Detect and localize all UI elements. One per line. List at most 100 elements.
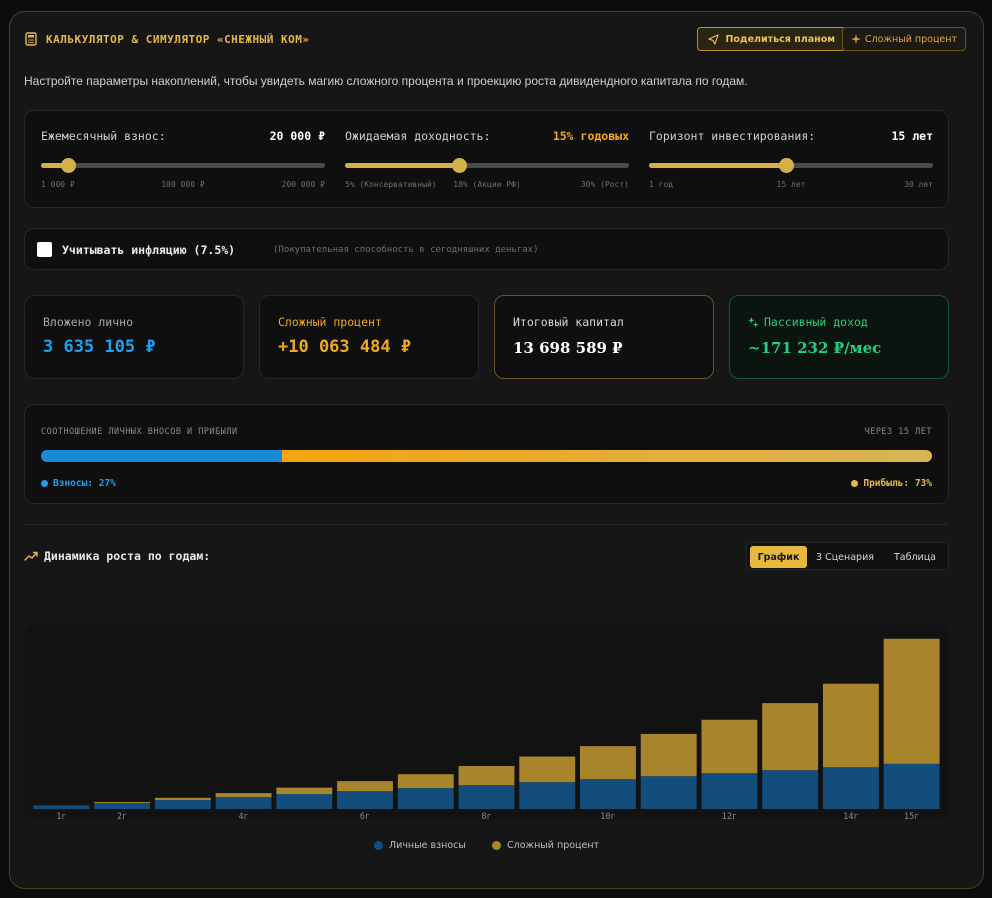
sparkle-icon	[850, 34, 861, 44]
slider-thumb[interactable]	[451, 158, 467, 173]
page-description: Настройте параметры накоплений, чтобы ув…	[24, 74, 748, 88]
calculator-icon	[25, 32, 37, 46]
trending-up-icon	[24, 551, 38, 561]
legend-dot	[851, 480, 859, 487]
x-tick-label: 14г	[843, 812, 858, 819]
stat-value: 3 635 105 ₽	[43, 337, 156, 357]
tab-table[interactable]: Таблица	[893, 551, 937, 563]
x-tick-label: 12г	[722, 812, 737, 819]
bar-contributions	[397, 788, 454, 809]
page-title: КАЛЬКУЛЯТОР & СИМУЛЯТОР «СНЕЖНЫЙ КОМ»	[46, 32, 310, 46]
bar-contributions	[458, 785, 515, 809]
tick-mid: 18% (Акции РФ)	[453, 180, 521, 189]
chart-legend-compound: Сложный процент	[492, 840, 599, 851]
x-tick-label: 4г	[238, 812, 248, 819]
x-tick-label: 8г	[481, 812, 491, 819]
sparkle-icon	[748, 316, 759, 328]
stat-label: Итоговый капитал	[513, 315, 624, 329]
bar-compound	[215, 793, 272, 798]
slider-track[interactable]	[345, 158, 629, 173]
bar-compound	[94, 802, 151, 804]
inflation-checkbox[interactable]	[37, 242, 52, 257]
stat-invested: Вложено лично 3 635 105 ₽	[24, 295, 244, 379]
stat-label: Вложено лично	[43, 315, 134, 329]
slider-value: 15 лет	[891, 129, 933, 143]
bar-contributions	[33, 806, 90, 809]
x-tick-label: 10г	[600, 812, 615, 819]
share-plan-button[interactable]: Поделиться планом	[697, 27, 846, 51]
bar-contributions	[580, 779, 636, 809]
x-tick-label: 6г	[360, 812, 370, 819]
ratio-legend-profit: Прибыль: 73%	[851, 478, 932, 489]
bar-contributions	[762, 770, 819, 809]
ratio-bar-profit	[281, 450, 932, 462]
dynamics-title: Динамика роста по годам:	[44, 549, 211, 563]
slider-fill	[649, 163, 787, 168]
slider-fill	[345, 163, 459, 168]
tab-chart[interactable]: График	[750, 546, 807, 568]
slider-label: Горизонт инвестирования:	[649, 129, 816, 143]
tick-min: 5% (Консервативный)	[345, 180, 437, 189]
bar-compound	[337, 781, 393, 792]
tick-min: 1 год	[649, 180, 674, 189]
stat-label: Пассивный доход	[764, 315, 868, 329]
slider-thumb[interactable]	[779, 158, 795, 173]
ratio-title: СООТНОШЕНИЕ ЛИЧНЫХ ВНОСОВ И ПРИБЫЛИ	[41, 427, 238, 437]
slider-track[interactable]	[41, 158, 325, 173]
legend-dot	[492, 841, 501, 850]
bar-compound	[154, 797, 211, 801]
legend-label: Сложный процент	[507, 840, 600, 851]
ratio-card: СООТНОШЕНИЕ ЛИЧНЫХ ВНОСОВ И ПРИБЫЛИ ЧЕРЕ…	[24, 404, 949, 504]
x-tick-label: 1г	[56, 812, 66, 819]
bar-compound	[640, 733, 697, 777]
legend-label: Личные взносы	[389, 840, 466, 851]
tick-max: 200 000 ₽	[281, 180, 325, 189]
bar-compound	[883, 638, 940, 764]
growth-chart: 1г 2г 4г 6г 8г 10г 12г 14г 15г	[33, 638, 940, 822]
ratio-bar-contributions	[41, 450, 282, 462]
x-tick-label: 15г	[904, 812, 919, 819]
compound-interest-button[interactable]: Сложный процент	[841, 27, 966, 51]
tick-max: 30 лет	[904, 180, 933, 189]
stat-value: ~171 232 ₽/мес	[748, 339, 882, 357]
bar-compound	[397, 774, 454, 789]
stat-compound: Сложный процент +10 063 484 ₽	[259, 295, 479, 379]
bar-contributions	[701, 773, 758, 809]
bar-compound	[580, 746, 636, 780]
share-plan-label: Поделиться планом	[725, 33, 835, 45]
slider-thumb[interactable]	[61, 158, 77, 173]
slider-fill	[41, 163, 69, 168]
slider-label: Ежемесячный взнос:	[41, 129, 166, 143]
x-tick-label: 2г	[117, 812, 127, 819]
tick-mid: 15 лет	[776, 180, 806, 189]
inflation-label[interactable]: Учитывать инфляцию (7.5%)	[62, 243, 236, 257]
chart-legend-contributions: Личные взносы	[374, 840, 466, 851]
bar-compound	[276, 787, 333, 795]
bar-contributions	[276, 794, 333, 809]
bar-contributions	[154, 800, 211, 809]
ratio-contrib-label: Взносы: 27%	[53, 478, 116, 489]
bar-contributions	[94, 803, 151, 809]
bar-contributions	[337, 791, 393, 809]
bar-compound	[519, 756, 576, 783]
dynamics-header: Динамика роста по годам:	[24, 549, 210, 563]
title-wrap: КАЛЬКУЛЯТОР & СИМУЛЯТОР «СНЕЖНЫЙ КОМ»	[24, 32, 310, 46]
send-icon	[708, 33, 720, 45]
growth-chart-area: 1г 2г 4г 6г 8г 10г 12г 14г 15г	[24, 625, 949, 822]
bar-contributions	[640, 776, 697, 809]
legend-dot	[374, 841, 383, 850]
stat-passive-income: Пассивный доход ~171 232 ₽/мес	[729, 295, 949, 379]
view-tabs: График 3 Сценария Таблица	[746, 542, 949, 570]
bar-compound	[822, 683, 879, 768]
ratio-bar	[41, 450, 932, 462]
tab-scenarios[interactable]: 3 Сценария	[816, 551, 874, 563]
bar-contributions	[822, 767, 879, 809]
slider-track[interactable]	[649, 158, 933, 173]
stat-label-wrap: Пассивный доход	[748, 315, 868, 329]
bar-compound	[701, 719, 758, 774]
legend-dot	[41, 480, 48, 487]
bar-compound	[762, 703, 819, 771]
slider-value: 20 000 ₽	[269, 129, 325, 143]
slider-label: Ожидаемая доходность:	[345, 129, 491, 143]
bar-contributions	[519, 782, 576, 809]
